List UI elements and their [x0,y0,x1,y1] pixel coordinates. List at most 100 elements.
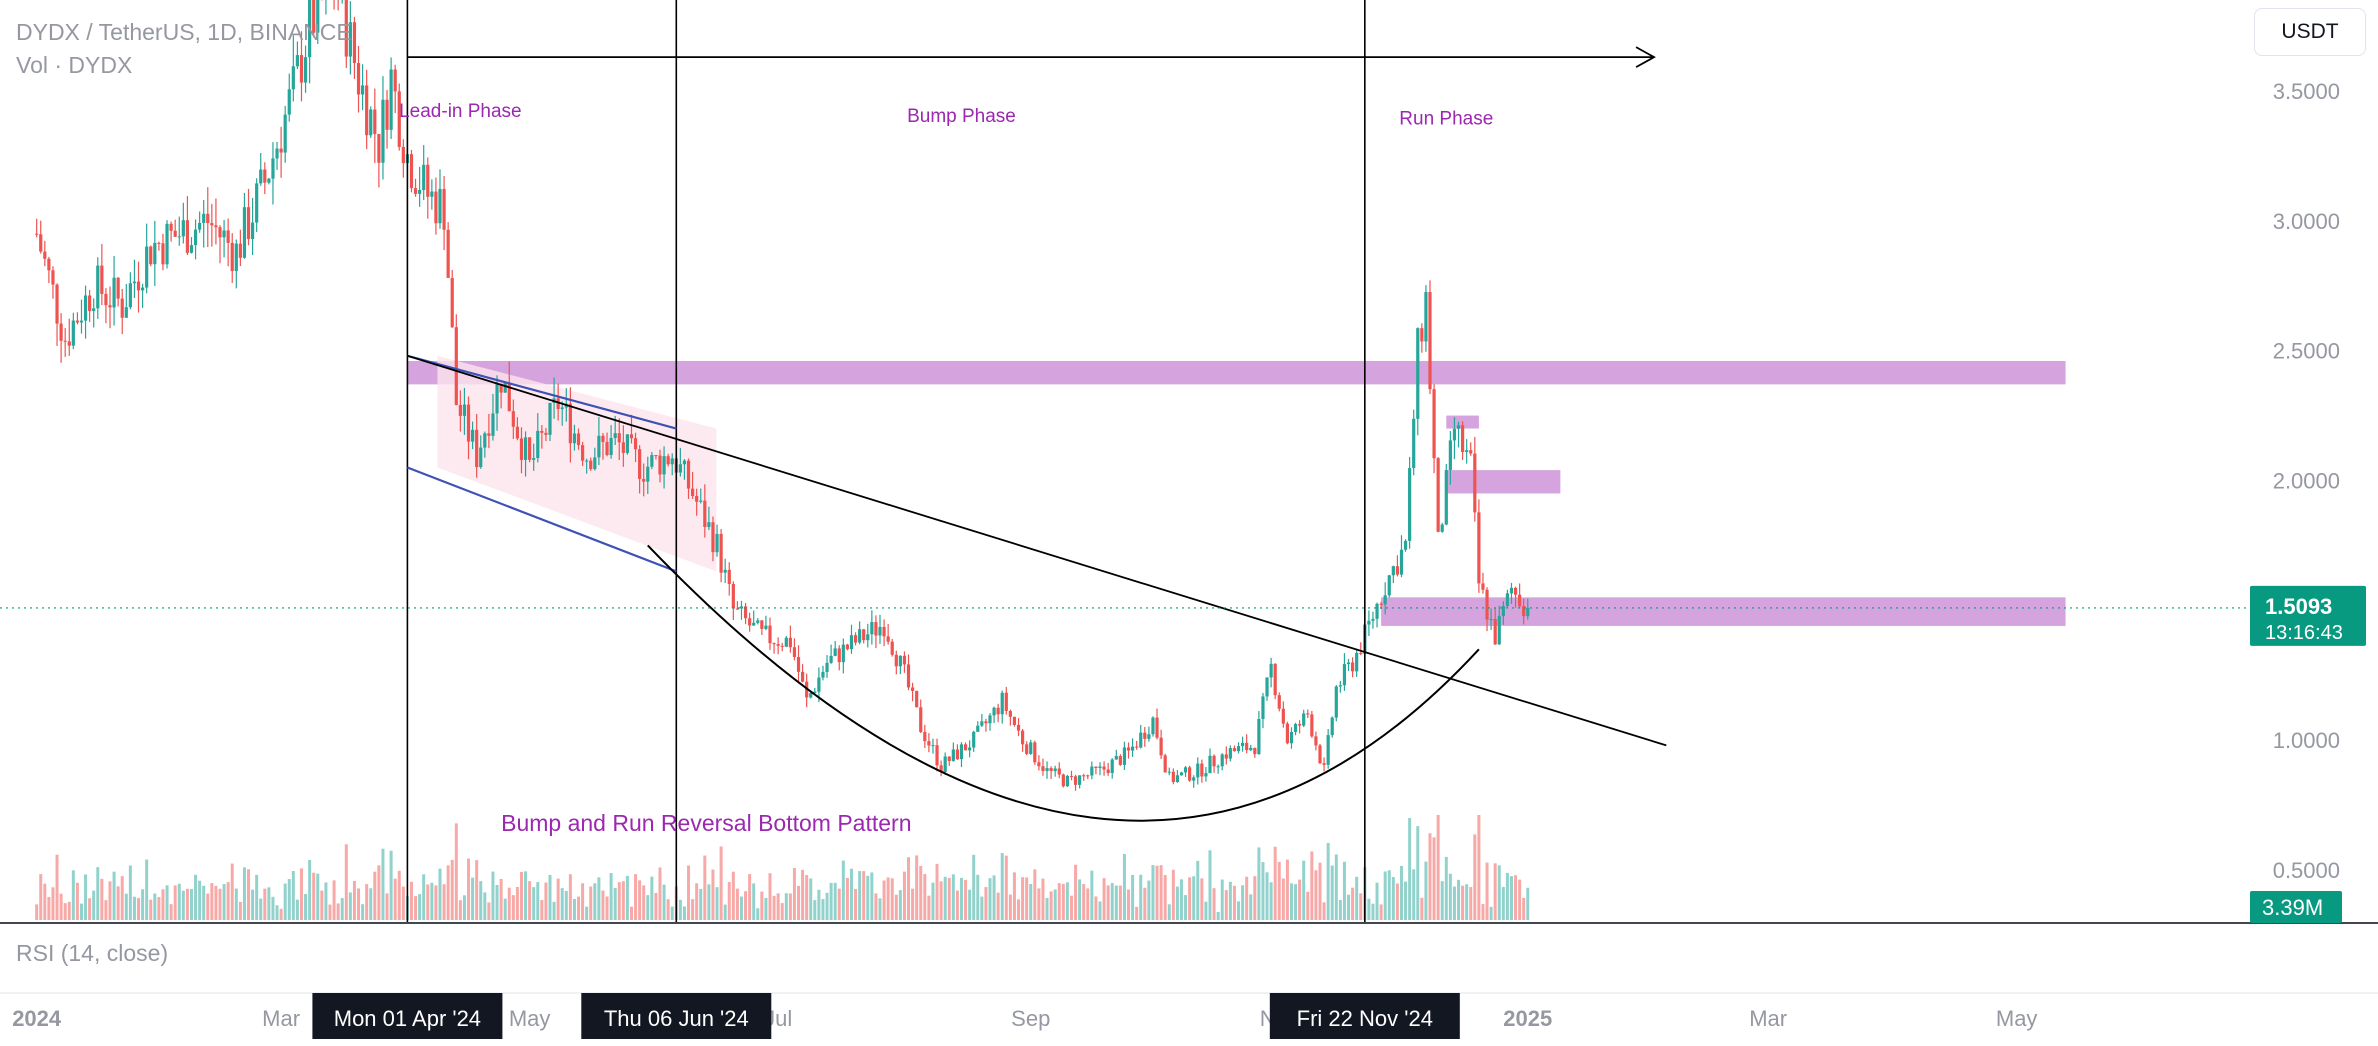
volume-bar-359 [1497,865,1501,920]
highlight-date-2: Fri 22 Nov '24 [1297,1006,1433,1031]
volume-bar-277 [1163,874,1167,920]
candle-131-body [568,403,572,444]
candle-243-body [1025,744,1029,754]
candle-277-body [1163,755,1167,773]
candle-205-body [870,622,874,635]
candle-191-body [813,691,817,693]
candle-93-body [413,188,418,194]
volume-bar-40 [198,880,202,920]
candle-149-body [642,478,646,482]
candle-365-body [1522,606,1526,617]
volume-bar-44 [214,885,218,920]
candle-245-body [1033,742,1037,763]
candle-364-body [1518,594,1522,607]
volume-bar-306 [1281,878,1285,920]
time-axis[interactable]: 2024MarMayJulSepNov2025MarMayMon 01 Apr … [12,993,2037,1039]
candle-230-body [972,731,976,748]
volume-bar-141 [609,873,613,920]
volume-bar-64 [295,899,299,920]
volume-bar-339 [1416,826,1420,920]
candle-122-body [532,458,536,460]
volume-bar-92 [409,881,413,920]
price-axis[interactable]: 3.5000 3.0000 2.5000 2.0000 1.0000 0.5000 1.50… [2250,79,2366,923]
volume-bar-330 [1379,904,1383,920]
currency-button[interactable]: USDT [2254,8,2366,56]
volume-bar-161 [691,899,695,920]
volume-bar-98 [434,885,438,920]
candle-206-body [874,622,878,636]
volume-bar-142 [613,887,617,920]
candle-158-body [678,464,682,473]
volume-bar-230 [972,854,976,920]
candle-358-body [1493,619,1497,645]
candle-83-body [373,109,377,134]
time-tick-7: Mar [1749,1006,1787,1031]
volume-bar-297 [1245,876,1249,920]
volume-bar-155 [666,899,670,920]
candle-64-body [295,55,300,67]
volume-bar-283 [1188,877,1192,920]
volume-bar-235 [992,875,996,920]
volume-bar-167 [715,887,719,920]
candle-36-body [181,220,185,237]
time-tick-6: 2025 [1503,1006,1552,1031]
rsi-indicator-title[interactable]: RSI (14, close) [16,940,169,966]
volume-bar-15 [96,867,100,920]
volume-bar-361 [1505,872,1509,920]
candle-142-body [613,433,617,439]
volume-bar-108 [475,860,479,920]
candle-40-body [198,222,202,230]
volume-bar-33 [169,904,173,920]
volume-bar-120 [524,871,528,920]
volume-bar-174 [744,891,748,920]
volume-bar-132 [572,898,576,920]
volume-bar-333 [1391,877,1395,920]
candle-318-body [1330,717,1334,736]
volume-bar-68 [312,872,316,920]
volume-bar-49 [234,888,238,920]
volume-bar-336 [1404,881,1408,920]
volume-bar-12 [84,874,88,920]
volume-bar-334 [1395,883,1399,920]
candle-282-body [1183,767,1188,773]
time-tick-2: May [509,1006,551,1031]
candle-146-body [629,434,634,439]
candle-124-body [540,430,544,433]
candle-199-body [845,644,850,650]
countdown-label: 13:16:43 [2265,622,2343,644]
current-price-badge [2250,585,2366,646]
volume-bar-237 [1000,853,1004,920]
candle-339-body [1416,328,1420,419]
candle-317-body [1326,735,1330,765]
volume-bar-129 [560,888,564,920]
volume-bar-192 [817,889,821,920]
volume-indicator-title[interactable]: Vol · DYDX [16,52,133,78]
candle-247-body [1041,766,1045,772]
candle-31-body [161,243,165,265]
candle-289-body [1212,755,1216,767]
trendline-0 [407,354,677,430]
trendline-1 [407,466,677,573]
volume-bar-59 [275,905,279,920]
candle-218-body [923,732,927,742]
candle-28-body [149,246,153,265]
resistance-zone-2 [1446,470,1561,494]
volume-bar-97 [430,882,434,920]
candle-48-body [230,242,234,272]
candle-186-body [792,647,797,658]
highlight-date-bg-0 [312,993,503,1039]
candle-173-body [739,606,744,609]
volume-bar-342 [1428,833,1432,920]
candle-271-body [1139,732,1143,748]
volume-bar-154 [662,884,666,920]
candle-293-body [1228,748,1232,759]
symbol-title[interactable]: DYDX / TetherUS, 1D, BINANCE [16,19,352,45]
candle-112-body [491,413,495,436]
candle-136-body [589,460,593,470]
candle-347-body [1448,440,1452,471]
volume-bar-149 [642,885,646,920]
volume-bar-18 [108,881,112,920]
volume-bar-140 [605,896,609,920]
chart-legend: DYDX / TetherUS, 1D, BINANCE Vol · DYDX [16,16,352,82]
